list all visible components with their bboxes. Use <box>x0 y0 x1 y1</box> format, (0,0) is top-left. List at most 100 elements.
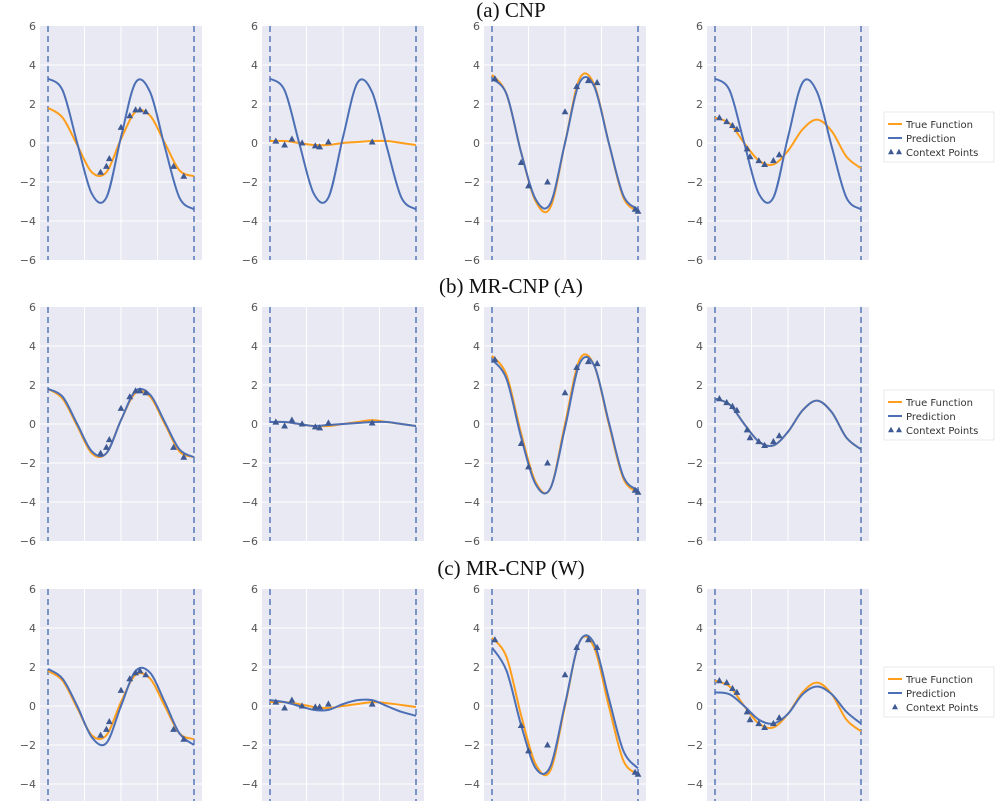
context-point <box>316 424 324 431</box>
y-tick-label: −2 <box>242 457 258 470</box>
context-point <box>733 688 741 695</box>
context-point <box>170 162 177 169</box>
y-tick-label: 6 <box>29 301 36 314</box>
prediction-line <box>47 77 195 211</box>
context-point <box>561 108 569 115</box>
context-point <box>105 155 113 162</box>
context-point <box>311 142 319 149</box>
context-point <box>117 686 125 693</box>
legend-label-true-function: True Function <box>905 120 973 131</box>
y-tick-label: −6 <box>687 535 703 548</box>
legend-box <box>883 666 995 718</box>
y-tick-label: 2 <box>251 661 258 674</box>
y-tick-label: −6 <box>20 254 36 267</box>
y-tick-label: 2 <box>473 98 480 111</box>
legend-swatch-context-point <box>896 426 902 433</box>
legend-label-true-function: True Function <box>905 398 973 409</box>
context-point <box>593 79 601 86</box>
context-point <box>298 420 306 427</box>
y-tick-label: 6 <box>696 301 703 314</box>
context-point <box>775 151 783 158</box>
y-tick-label: 4 <box>251 340 258 353</box>
context-point <box>132 106 139 113</box>
prediction-line <box>491 75 639 211</box>
context-point <box>281 141 288 148</box>
context-point <box>288 416 296 423</box>
y-tick-label: 0 <box>29 700 36 713</box>
context-point <box>723 679 731 686</box>
panel-r0-c2: 6 4 2 0 −2 −4 −6 <box>464 20 646 267</box>
y-tick-label: 4 <box>473 622 480 635</box>
legend-label-context-points: Context Points <box>906 148 978 159</box>
context-point <box>770 719 777 727</box>
prediction-line <box>491 634 639 775</box>
context-point <box>716 395 723 402</box>
y-tick-label: 4 <box>473 59 480 72</box>
legend-row-1: True Function Prediction Context Points <box>883 389 995 441</box>
y-tick-label: −6 <box>242 535 258 548</box>
y-tick-label: −4 <box>464 215 480 228</box>
y-tick-label: −4 <box>20 496 36 509</box>
context-point <box>103 443 110 450</box>
context-point <box>743 145 751 152</box>
y-tick-label: −2 <box>464 457 480 470</box>
y-tick-label: 0 <box>29 137 36 150</box>
context-point <box>770 437 777 445</box>
context-point <box>126 675 134 682</box>
y-tick-label: −4 <box>687 778 703 791</box>
context-point <box>743 426 751 433</box>
y-tick-label: 2 <box>696 379 703 392</box>
context-point <box>544 459 551 466</box>
y-tick-label: 0 <box>473 137 480 150</box>
legend-swatch-context-point <box>892 703 898 710</box>
context-point <box>368 419 376 426</box>
context-point <box>561 389 569 396</box>
legend-label-context-points: Context Points <box>906 703 978 714</box>
context-point <box>368 138 376 145</box>
context-point <box>746 153 754 160</box>
context-point <box>761 441 769 448</box>
context-point <box>634 770 642 777</box>
context-point <box>517 158 525 165</box>
panel-r0-c0: 6 4 2 0 −2 −4 −6 <box>20 20 202 267</box>
y-tick-label: 0 <box>251 418 258 431</box>
y-tick-label: 6 <box>29 20 36 33</box>
panel-r0-c1: 6 4 2 0 −2 −4 −6 <box>242 20 424 267</box>
context-point <box>368 700 376 707</box>
context-point <box>180 453 188 460</box>
y-tick-label: 4 <box>251 59 258 72</box>
y-tick-label: −2 <box>464 176 480 189</box>
y-tick-label: −4 <box>20 778 36 791</box>
context-point <box>634 488 642 495</box>
legend-label-prediction: Prediction <box>906 689 956 700</box>
legend-swatch-context-point <box>888 148 894 155</box>
y-tick-label: −2 <box>242 176 258 189</box>
context-point <box>97 449 104 456</box>
context-point <box>573 363 581 370</box>
row-titles: (a) CNP (b) MR-CNP (A) (c) MR-CNP (W) <box>437 0 584 580</box>
y-tick-label: −2 <box>464 739 480 752</box>
context-point <box>311 703 319 710</box>
context-point <box>729 402 736 409</box>
true-function-line <box>269 139 417 147</box>
prediction-line <box>714 685 862 725</box>
context-point <box>117 404 125 411</box>
context-point <box>525 747 532 754</box>
y-tick-label: 4 <box>251 622 258 635</box>
y-tick-label: −4 <box>464 778 480 791</box>
context-point <box>325 419 332 426</box>
context-point <box>544 741 551 748</box>
context-point <box>272 137 280 144</box>
context-point <box>770 157 777 164</box>
context-point <box>544 178 551 185</box>
context-point <box>729 684 736 691</box>
context-point <box>105 436 113 443</box>
context-point <box>316 143 324 150</box>
context-point <box>103 162 110 169</box>
context-point <box>272 418 280 425</box>
context-point <box>593 643 601 650</box>
y-tick-label: 2 <box>29 98 36 111</box>
